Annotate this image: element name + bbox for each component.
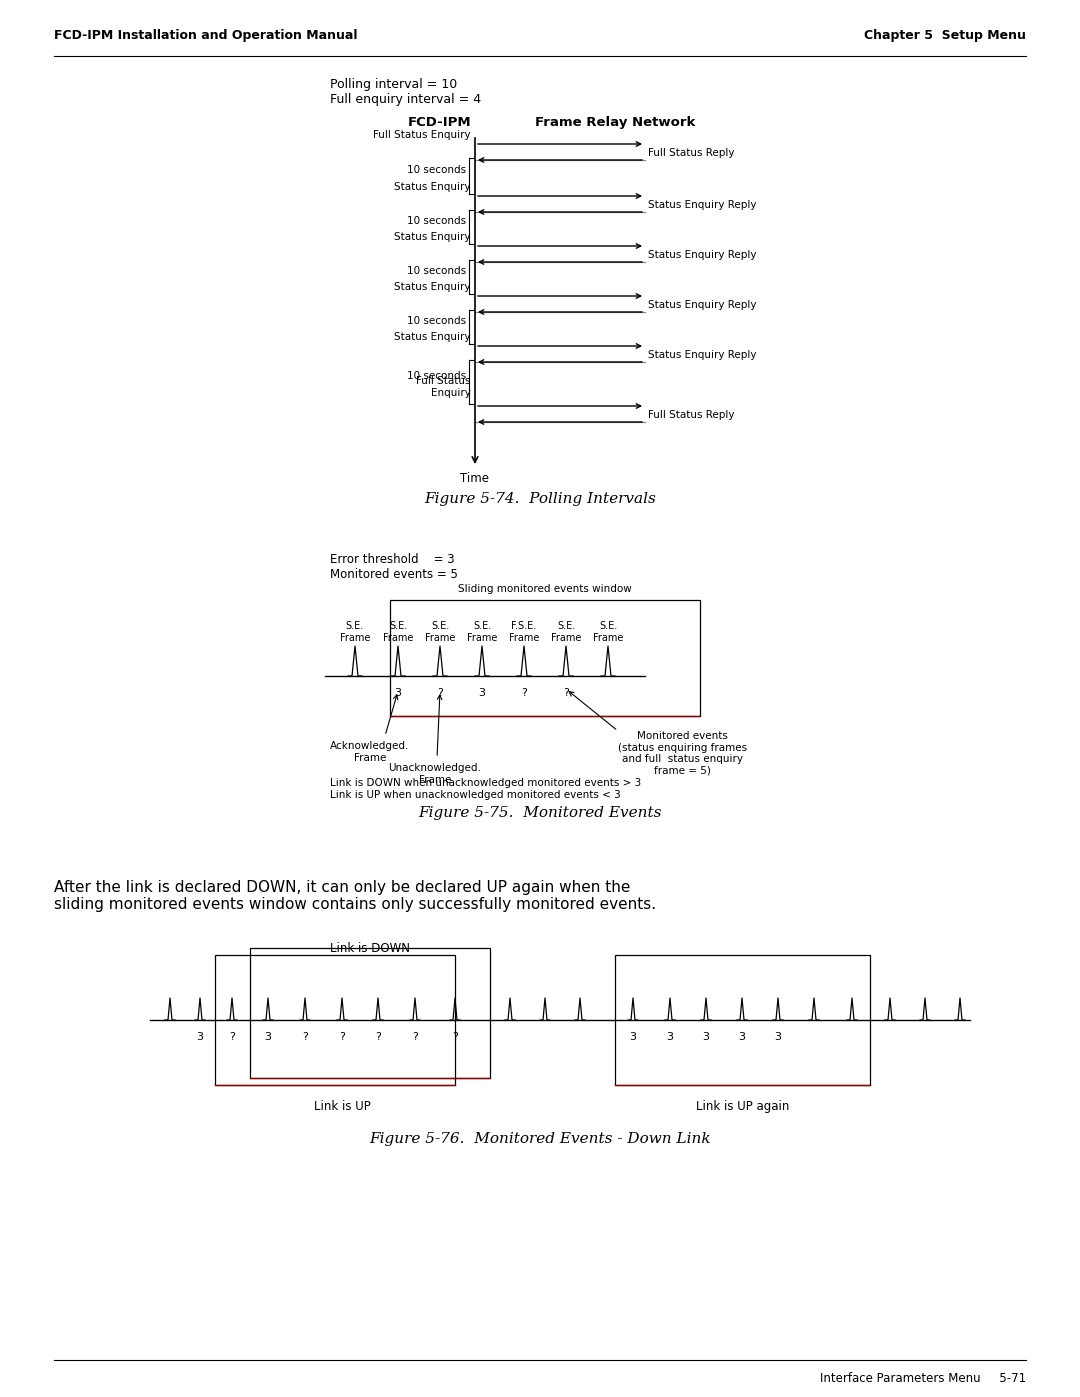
- Text: 3: 3: [666, 1032, 674, 1042]
- Bar: [615, 956, 870, 1085]
- Text: Status Enquiry: Status Enquiry: [394, 232, 471, 242]
- Text: S.E.
Frame: S.E. Frame: [424, 622, 455, 643]
- Text: ?: ?: [437, 687, 443, 698]
- Text: Time: Time: [460, 472, 489, 485]
- Text: Sliding monitored events window: Sliding monitored events window: [458, 584, 632, 594]
- Text: Full Status
Enquiry: Full Status Enquiry: [417, 376, 471, 398]
- Text: F.S.E.
Frame: F.S.E. Frame: [509, 622, 539, 643]
- Text: Status Enquiry: Status Enquiry: [394, 182, 471, 191]
- Text: ?: ?: [413, 1032, 418, 1042]
- Text: 3: 3: [702, 1032, 710, 1042]
- Text: 10 seconds: 10 seconds: [407, 265, 465, 277]
- Text: ?: ?: [229, 1032, 235, 1042]
- Text: Full Status Enquiry: Full Status Enquiry: [374, 130, 471, 140]
- Text: Chapter 5  Setup Menu: Chapter 5 Setup Menu: [864, 29, 1026, 42]
- Text: Full Status Reply: Full Status Reply: [648, 148, 734, 158]
- Text: Figure 5-74.  Polling Intervals: Figure 5-74. Polling Intervals: [424, 492, 656, 506]
- Text: Interface Parameters Menu     5-71: Interface Parameters Menu 5-71: [820, 1372, 1026, 1384]
- Text: Figure 5-75.  Monitored Events: Figure 5-75. Monitored Events: [418, 806, 662, 820]
- Text: FCD-IPM: FCD-IPM: [408, 116, 472, 129]
- Text: ?: ?: [563, 687, 569, 698]
- Text: 10 seconds: 10 seconds: [407, 316, 465, 326]
- Text: 10 seconds: 10 seconds: [407, 372, 465, 381]
- Text: 3: 3: [394, 687, 402, 698]
- Text: Link is UP: Link is UP: [314, 1099, 370, 1113]
- Text: Status Enquiry: Status Enquiry: [394, 282, 471, 292]
- Text: Status Enquiry Reply: Status Enquiry Reply: [648, 200, 756, 210]
- Text: S.E.
Frame: S.E. Frame: [593, 622, 623, 643]
- Text: ?: ?: [339, 1032, 345, 1042]
- Text: Unacknowledged.
Frame: Unacknowledged. Frame: [389, 763, 482, 785]
- Text: Link is DOWN when unacknowledged monitored events > 3
Link is UP when unacknowle: Link is DOWN when unacknowledged monitor…: [330, 778, 642, 799]
- Text: Status Enquiry Reply: Status Enquiry Reply: [648, 300, 756, 310]
- Text: ?: ?: [453, 1032, 458, 1042]
- Text: 10 seconds: 10 seconds: [407, 217, 465, 226]
- Text: 3: 3: [197, 1032, 203, 1042]
- Text: Polling interval = 10
Full enquiry interval = 4: Polling interval = 10 Full enquiry inter…: [330, 78, 481, 106]
- Text: Error threshold    = 3
Monitored events = 5: Error threshold = 3 Monitored events = 5: [330, 553, 458, 581]
- Text: Status Enquiry Reply: Status Enquiry Reply: [648, 250, 756, 260]
- Text: Full Status Reply: Full Status Reply: [648, 409, 734, 420]
- Text: ?: ?: [375, 1032, 381, 1042]
- Bar: [249, 949, 490, 1078]
- Text: After the link is declared DOWN, it can only be declared UP again when the
slidi: After the link is declared DOWN, it can …: [54, 880, 657, 912]
- Text: Link is DOWN: Link is DOWN: [330, 942, 410, 956]
- Text: Status Enquiry Reply: Status Enquiry Reply: [648, 351, 756, 360]
- Text: Link is UP again: Link is UP again: [696, 1099, 789, 1113]
- Text: S.E.
Frame: S.E. Frame: [467, 622, 497, 643]
- Bar: [215, 956, 455, 1085]
- Text: Frame Relay Network: Frame Relay Network: [535, 116, 696, 129]
- Text: Acknowledged.
Frame: Acknowledged. Frame: [330, 740, 409, 763]
- Text: Status Enquiry: Status Enquiry: [394, 332, 471, 342]
- Text: 10 seconds: 10 seconds: [407, 165, 465, 175]
- Text: 3: 3: [774, 1032, 782, 1042]
- Text: FCD-IPM Installation and Operation Manual: FCD-IPM Installation and Operation Manua…: [54, 29, 357, 42]
- Text: 3: 3: [265, 1032, 271, 1042]
- Text: ?: ?: [302, 1032, 308, 1042]
- Text: S.E.
Frame: S.E. Frame: [551, 622, 581, 643]
- Text: S.E.
Frame: S.E. Frame: [340, 622, 370, 643]
- Bar: [390, 599, 700, 717]
- Text: Figure 5-76.  Monitored Events - Down Link: Figure 5-76. Monitored Events - Down Lin…: [369, 1132, 711, 1146]
- Text: 3: 3: [739, 1032, 745, 1042]
- Text: S.E.
Frame: S.E. Frame: [382, 622, 414, 643]
- Text: 3: 3: [630, 1032, 636, 1042]
- Text: Monitored events
(status enquiring frames
and full  status enquiry
frame = 5): Monitored events (status enquiring frame…: [618, 731, 747, 775]
- Text: ?: ?: [521, 687, 527, 698]
- Text: 3: 3: [478, 687, 486, 698]
